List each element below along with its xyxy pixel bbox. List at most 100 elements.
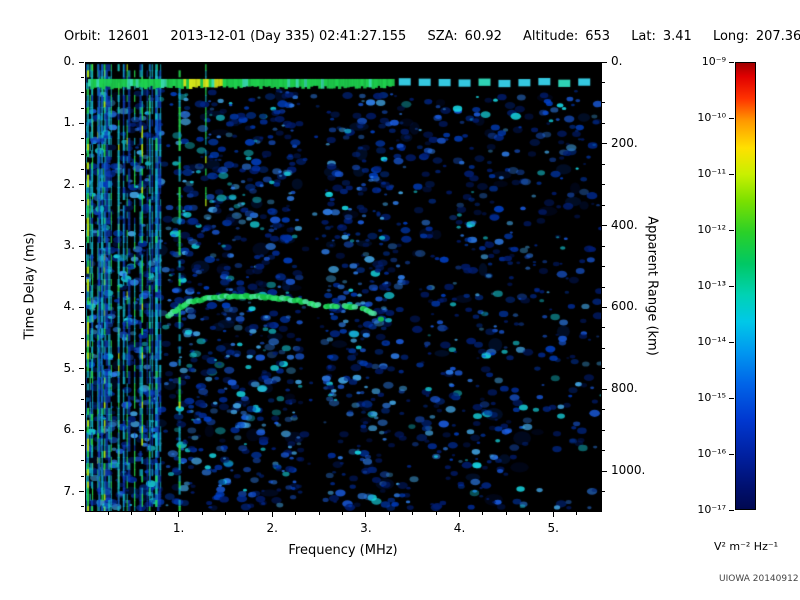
orbit-value: 12601 [107, 29, 150, 44]
colorbar-gradient [736, 63, 755, 509]
lat-value: 3.41 [662, 29, 692, 44]
colorbar [735, 62, 756, 510]
tick-mark [602, 163, 605, 165]
orbit-label: Orbit: [64, 29, 101, 44]
tick-label: 7. [63, 483, 75, 498]
header-info: Orbit: 12601 2013-12-01 (Day 335) 02:41:2… [64, 29, 800, 44]
tick-mark [602, 266, 605, 268]
tick-mark [318, 512, 320, 515]
tick-mark [224, 512, 226, 515]
tick-mark [81, 92, 84, 94]
colorbar-tick-mark [729, 61, 734, 63]
tick-mark [81, 168, 84, 170]
tick-mark [552, 512, 554, 517]
tick-mark [602, 429, 605, 431]
tick-mark [81, 138, 84, 140]
long-value: 207.36 [755, 29, 800, 44]
tick-mark [131, 512, 133, 515]
colorbar-tick-label: 10⁻¹² [697, 223, 726, 236]
spectrogram-plot [85, 62, 602, 512]
tick-mark [81, 76, 84, 78]
long-field: Long: 207.36 [713, 29, 800, 44]
tick-mark [81, 414, 84, 416]
tick-mark [602, 143, 607, 145]
colorbar-units-label: V² m⁻² Hz⁻¹ [713, 540, 779, 553]
tick-label: 1. [172, 521, 185, 535]
colorbar-tick-mark [729, 229, 734, 231]
tick-mark [81, 475, 84, 477]
tick-mark [79, 61, 84, 63]
tick-mark [81, 107, 84, 109]
tick-mark [602, 450, 605, 452]
tick-mark [602, 347, 605, 349]
tick-mark [602, 306, 607, 308]
altitude-label: Altitude: [523, 29, 579, 44]
tick-label: 0. [611, 54, 623, 68]
tick-mark [81, 353, 84, 354]
tick-mark [365, 512, 367, 517]
tick-mark [602, 102, 605, 104]
tick-mark [81, 460, 84, 462]
tick-mark [602, 388, 607, 390]
tick-mark [79, 122, 84, 124]
colorbar-tick-mark [729, 117, 734, 119]
tick-mark [505, 512, 507, 515]
tick-mark [602, 184, 605, 186]
colorbar-tick-mark [729, 173, 734, 175]
colorbar-tick-label: 10⁻¹⁶ [697, 447, 726, 460]
colorbar-tick-label: 10⁻⁹ [701, 55, 726, 68]
tick-mark [295, 512, 297, 515]
tick-mark [602, 327, 605, 329]
colorbar-tick-mark [729, 453, 734, 455]
lat-label: Lat: [631, 29, 656, 44]
tick-mark [602, 245, 605, 247]
tick-mark [81, 276, 84, 278]
tick-mark [529, 512, 531, 515]
tick-mark [81, 506, 84, 508]
tick-label: 5. [63, 360, 75, 375]
datetime-field: 2013-12-01 (Day 335) 02:41:27.155 [170, 29, 406, 44]
tick-mark [602, 286, 605, 288]
lat-field: Lat: 3.41 [631, 29, 692, 44]
spectrogram-canvas [86, 63, 601, 511]
tick-mark [107, 512, 109, 515]
tick-mark [81, 153, 84, 155]
y-axis-label-left: Time Delay (ms) [22, 232, 38, 340]
datetime-value: 2013-12-01 (Day 335) 02:41:27.155 [170, 29, 407, 44]
colorbar-tick-label: 10⁻¹³ [697, 279, 726, 292]
colorbar-tick-mark [729, 285, 734, 287]
altitude-value: 653 [585, 29, 611, 44]
tick-mark [81, 260, 84, 262]
tick-label: 400. [611, 217, 638, 232]
tick-mark [602, 225, 607, 227]
tick-mark [271, 512, 273, 517]
tick-label: 600. [611, 299, 638, 314]
tick-label: 3. [360, 521, 372, 535]
tick-mark [79, 184, 84, 186]
tick-mark [388, 512, 390, 515]
tick-mark [602, 368, 605, 370]
tick-mark [79, 368, 84, 370]
tick-label: 1. [63, 115, 75, 130]
tick-mark [602, 81, 605, 83]
sza-field: SZA: 60.92 [427, 29, 501, 44]
sza-label: SZA: [427, 29, 458, 44]
tick-mark [178, 512, 180, 517]
tick-label: 3. [63, 238, 75, 253]
tick-label: 5. [547, 521, 559, 535]
tick-mark [81, 214, 84, 216]
tick-mark [154, 512, 156, 515]
tick-mark [435, 512, 437, 515]
credit-text: UIOWA 20140912 [719, 574, 799, 584]
tick-mark [79, 306, 84, 308]
colorbar-tick-label: 10⁻¹¹ [697, 167, 726, 180]
tick-mark [81, 230, 84, 232]
tick-mark [602, 204, 605, 206]
tick-label: 2. [63, 176, 75, 191]
tick-mark [602, 470, 607, 472]
tick-mark [602, 122, 605, 124]
tick-mark [602, 409, 605, 411]
orbit-field: Orbit: 12601 [64, 29, 149, 44]
colorbar-tick-mark [729, 509, 734, 511]
tick-label: 6. [63, 422, 75, 437]
